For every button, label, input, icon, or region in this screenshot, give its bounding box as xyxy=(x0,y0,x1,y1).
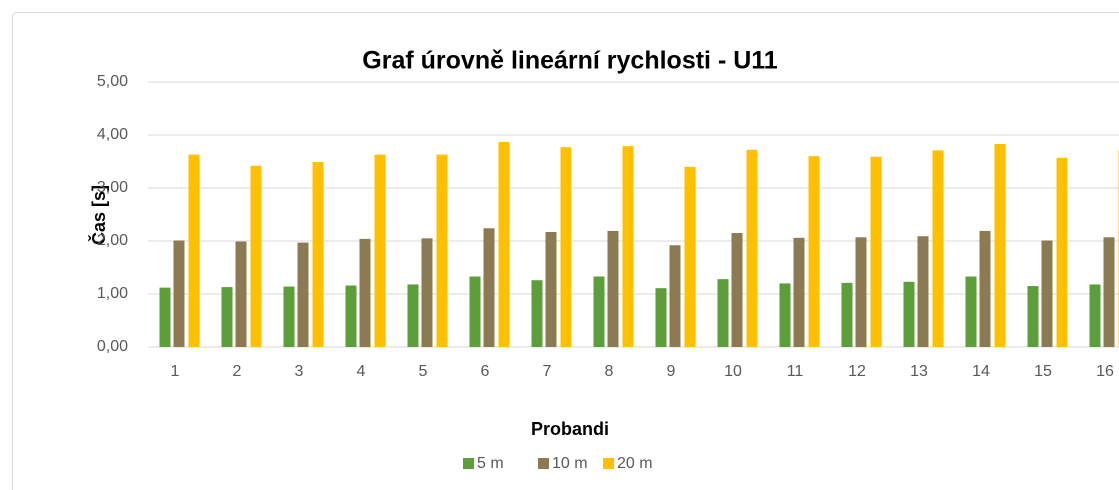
x-tick-label: 10 xyxy=(724,363,742,380)
legend-label: 10 m xyxy=(552,455,588,472)
bar xyxy=(746,149,758,347)
bar xyxy=(1056,157,1068,347)
bar xyxy=(841,282,853,347)
bar xyxy=(283,286,295,347)
bar xyxy=(870,156,882,347)
bar xyxy=(359,238,371,347)
bar xyxy=(1103,237,1115,347)
y-tick-label: 3,00 xyxy=(97,179,128,196)
bar xyxy=(917,236,929,347)
y-tick-label: 2,00 xyxy=(97,232,128,249)
bar xyxy=(374,154,386,347)
y-tick-label: 5,00 xyxy=(97,73,128,90)
bar xyxy=(345,285,357,347)
bar xyxy=(655,288,667,347)
x-axis-label: Probandi xyxy=(531,419,609,439)
x-tick-label: 8 xyxy=(605,363,614,380)
x-tick-label: 4 xyxy=(357,363,366,380)
legend-swatch xyxy=(538,458,549,469)
bar xyxy=(312,162,324,347)
bar xyxy=(235,241,247,347)
bar xyxy=(1027,286,1039,347)
x-tick-label: 15 xyxy=(1034,363,1052,380)
bar xyxy=(855,237,867,347)
bar xyxy=(808,156,820,347)
bar xyxy=(250,165,262,347)
y-tick-label: 0,00 xyxy=(97,338,128,355)
x-tick-label: 9 xyxy=(667,363,676,380)
bar xyxy=(483,228,495,347)
legend-swatch xyxy=(603,458,614,469)
bar xyxy=(297,242,309,347)
x-tick-label: 11 xyxy=(787,363,804,380)
bar xyxy=(159,287,171,347)
bar xyxy=(731,233,743,347)
y-tick-label: 4,00 xyxy=(97,126,128,143)
bar xyxy=(669,245,681,347)
bar xyxy=(560,147,572,347)
legend-label: 5 m xyxy=(477,455,504,472)
bar xyxy=(793,237,805,347)
y-tick-label: 1,00 xyxy=(97,285,128,302)
bar xyxy=(903,281,915,347)
x-tick-label: 13 xyxy=(910,363,928,380)
bar xyxy=(436,154,448,347)
x-tick-label: 3 xyxy=(295,363,304,380)
chart-title: Graf úrovně lineární rychlosti - U11 xyxy=(362,47,778,75)
bar xyxy=(979,230,991,347)
bar xyxy=(607,230,619,347)
bar xyxy=(593,276,605,347)
bar xyxy=(684,166,696,347)
bar xyxy=(188,154,200,347)
x-tick-label: 2 xyxy=(233,363,242,380)
bar xyxy=(498,141,510,347)
x-tick-label: 14 xyxy=(972,363,990,380)
x-tick-label: 1 xyxy=(171,363,180,380)
bar xyxy=(221,287,233,347)
legend-label: 20 m xyxy=(617,455,653,472)
bar xyxy=(421,238,433,347)
x-tick-label: 5 xyxy=(419,363,428,380)
bar xyxy=(1041,240,1053,347)
bar xyxy=(779,283,791,347)
x-tick-label: 7 xyxy=(543,363,552,380)
x-tick-label: 6 xyxy=(481,363,490,380)
bar xyxy=(407,284,419,347)
bar xyxy=(469,276,481,347)
bar xyxy=(622,146,634,347)
bar xyxy=(545,231,557,347)
bar xyxy=(965,276,977,347)
y-axis-label: Čas [s] xyxy=(88,185,109,245)
bar xyxy=(994,144,1006,347)
bar xyxy=(717,279,729,347)
x-tick-label: 12 xyxy=(848,363,866,380)
x-tick-label: 16 xyxy=(1096,363,1114,380)
legend-swatch xyxy=(463,458,474,469)
bar xyxy=(932,150,944,347)
bar xyxy=(531,280,543,347)
bar xyxy=(1089,284,1101,347)
bar xyxy=(173,240,185,347)
